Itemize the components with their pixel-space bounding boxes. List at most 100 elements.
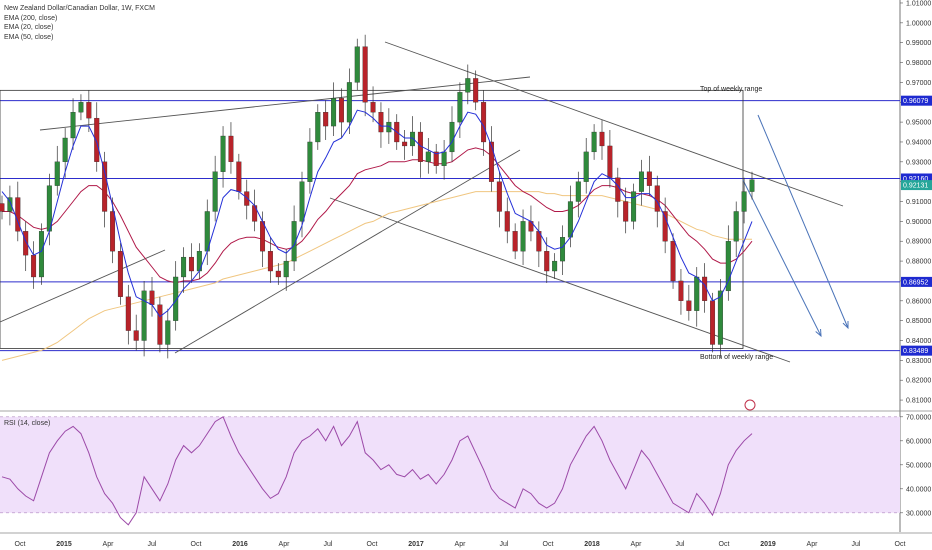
price-tick-label: 0.89000 xyxy=(906,239,931,246)
candle-body xyxy=(473,78,479,103)
time-tick-label: Oct xyxy=(895,541,906,548)
candle-body xyxy=(583,151,589,182)
candle-body xyxy=(575,181,581,202)
rsi-tick-label: 40.0000 xyxy=(906,486,931,493)
trend-line xyxy=(174,149,521,354)
candle-body xyxy=(631,191,637,222)
time-tick-label: Apr xyxy=(631,541,643,548)
candle-body xyxy=(552,260,558,272)
candle-body xyxy=(173,276,179,321)
annotation-top-range: Top of weekly range xyxy=(700,86,763,93)
candle-body xyxy=(449,121,455,153)
candle-body xyxy=(662,211,668,242)
price-tick-label: 0.81000 xyxy=(906,398,931,405)
candle-body xyxy=(23,231,29,256)
candle-body xyxy=(86,102,92,119)
candle-body xyxy=(362,46,368,103)
candle-body xyxy=(7,197,13,212)
candle-body xyxy=(220,135,226,172)
candle-body xyxy=(623,201,629,222)
price-tick-label: 0.95000 xyxy=(906,120,931,127)
candle-body xyxy=(560,237,566,262)
time-tick-label: Jul xyxy=(852,541,861,548)
candle-body xyxy=(315,112,321,143)
candle-body xyxy=(410,131,416,147)
candle-body xyxy=(338,98,344,123)
price-tick-label: 0.93000 xyxy=(906,159,931,166)
trend-line xyxy=(0,249,166,323)
price-tick-label: 0.90000 xyxy=(906,219,931,226)
rsi-tick-label: 60.0000 xyxy=(906,438,931,445)
time-tick-label: 2016 xyxy=(232,541,248,548)
candle-body xyxy=(733,211,739,242)
candle-body xyxy=(710,300,716,345)
candle-body xyxy=(654,185,660,212)
rsi-legend: RSI (14, close) xyxy=(4,420,51,427)
candle-body xyxy=(378,112,384,133)
price-tick-label: 0.94000 xyxy=(906,139,931,146)
candle-body xyxy=(481,102,487,143)
candle-body xyxy=(331,98,337,127)
candle-body xyxy=(441,151,447,166)
price-tick-label: 0.83000 xyxy=(906,358,931,365)
projection-arrow-head xyxy=(842,320,849,330)
candle-body xyxy=(157,304,163,345)
level-price-tag xyxy=(901,345,932,356)
candle-body xyxy=(694,276,700,311)
candle-body xyxy=(591,131,597,153)
candle-body xyxy=(520,221,526,252)
candle-body xyxy=(354,46,360,83)
candle-body xyxy=(38,231,44,278)
candle-body xyxy=(425,151,431,162)
candle-body xyxy=(149,290,155,305)
candle-body xyxy=(62,137,68,162)
candle-body xyxy=(181,256,187,278)
candle-body xyxy=(125,296,131,331)
price-tick-label: 0.99000 xyxy=(906,40,931,47)
candle-body xyxy=(749,179,755,192)
level-price-tag xyxy=(901,95,932,106)
candle-body xyxy=(102,161,108,212)
candle-body xyxy=(70,112,76,139)
time-tick-label: Oct xyxy=(543,541,554,548)
level-price-tag xyxy=(901,276,932,287)
time-tick-label: 2015 xyxy=(56,541,72,548)
candle-body xyxy=(615,177,621,202)
candle-body xyxy=(188,256,194,272)
chart-legend: New Zealand Dollar/Canadian Dollar, 1W, … xyxy=(4,4,155,42)
time-tick-label: Oct xyxy=(191,541,202,548)
candle-body xyxy=(678,280,684,301)
candle-body xyxy=(686,300,692,311)
candle-body xyxy=(567,201,573,238)
time-tick-label: Jul xyxy=(676,541,685,548)
candle-body xyxy=(512,231,518,252)
price-tick-label: 1.00000 xyxy=(906,20,931,27)
projection-arrow-head xyxy=(815,328,822,338)
candle-body xyxy=(212,171,218,212)
candle-body xyxy=(267,251,273,272)
rsi-band xyxy=(0,416,900,513)
candle-body xyxy=(646,171,652,186)
candle-body xyxy=(117,251,123,297)
candle-body xyxy=(607,145,613,178)
weekly-range-box xyxy=(0,89,744,349)
rsi-line xyxy=(1,416,753,526)
chart-title: New Zealand Dollar/Canadian Dollar, 1W, … xyxy=(4,5,155,12)
candle-body xyxy=(307,141,313,182)
level-price-tag xyxy=(901,173,932,184)
candle-body xyxy=(31,254,37,278)
candle-body xyxy=(283,260,289,278)
candle-body xyxy=(386,121,392,133)
candle-body xyxy=(165,320,171,345)
rsi-tick-label: 30.0000 xyxy=(906,510,931,517)
legend-ema-20: EMA (20, close) xyxy=(4,24,54,31)
price-tick-label: 0.82000 xyxy=(906,378,931,385)
time-tick-label: Apr xyxy=(807,541,819,548)
time-tick-label: 2019 xyxy=(760,541,776,548)
time-tick-label: Jul xyxy=(500,541,509,548)
candle-body xyxy=(228,135,234,162)
price-tick-label: 0.98000 xyxy=(906,60,931,67)
last-price-tag xyxy=(901,180,932,191)
candle-body xyxy=(54,161,60,186)
candle-body xyxy=(141,290,147,341)
